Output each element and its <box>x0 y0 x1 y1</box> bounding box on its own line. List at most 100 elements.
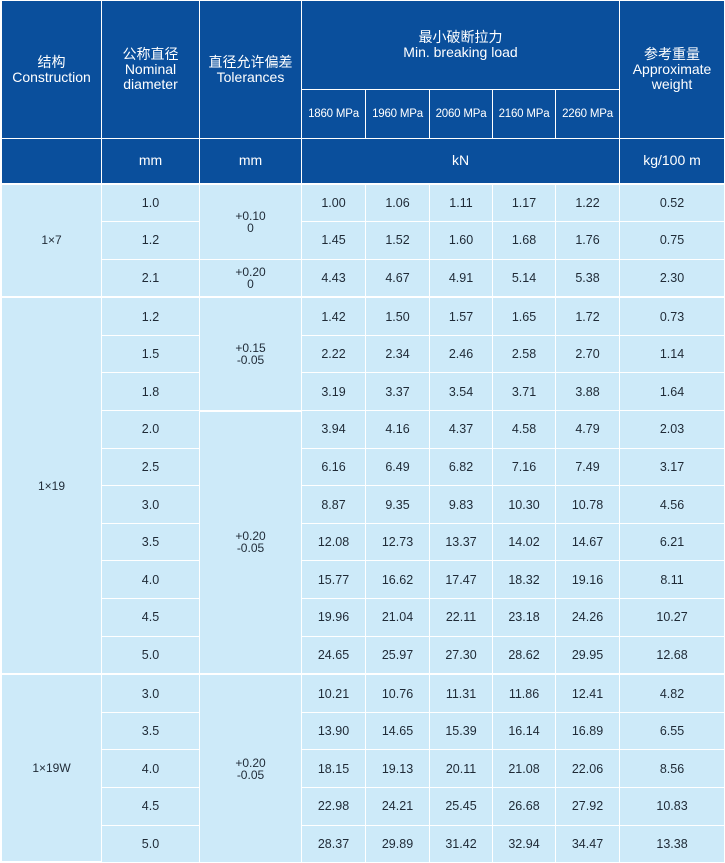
load-cell: 29.95 <box>554 635 621 675</box>
diameter-header: 公称直径 Nominal diameter <box>101 0 200 139</box>
weight-cell: 2.30 <box>619 258 725 298</box>
weight-cell: 6.21 <box>619 522 725 561</box>
table-row: 1.5 2.22 2.34 2.46 2.58 2.70 1.14 <box>2 334 725 373</box>
weight-cell: 0.73 <box>619 296 725 336</box>
tolerance-minus: -0.05 <box>236 352 265 367</box>
weight-cell: 12.68 <box>619 635 725 675</box>
load-cell: 19.16 <box>554 560 621 599</box>
construction-header-zh: 结构 <box>37 53 66 70</box>
breaking-load-header-zh: 最小破断拉力 <box>418 29 503 45</box>
load-cell: 25.45 <box>429 787 493 826</box>
construction-cell: 1×19W <box>1 673 102 863</box>
load-cell: 1.72 <box>554 296 621 336</box>
weight-cell: 6.55 <box>619 711 725 750</box>
load-cell: 1.00 <box>301 182 366 222</box>
table-row: 2.1 +0.20 0 4.43 4.67 4.91 5.14 5.38 2.3… <box>2 258 725 298</box>
load-cell: 3.88 <box>554 372 621 411</box>
diameter-cell: 1.2 <box>101 221 200 260</box>
load-cell: 2.22 <box>301 334 366 373</box>
diameter-header-en2: diameter <box>123 76 178 92</box>
load-cell: 27.30 <box>429 635 493 675</box>
weight-cell: 0.75 <box>619 221 725 260</box>
load-cell: 3.94 <box>301 410 366 449</box>
load-cell: 23.18 <box>492 598 556 637</box>
diameter-cell: 1.5 <box>101 334 200 373</box>
table-header: 结构 Construction 公称直径 Nominal diameter 直径… <box>1 0 725 184</box>
grade-header-2060: 2060 MPa <box>429 89 493 139</box>
load-cell: 10.21 <box>301 673 366 713</box>
load-cell: 14.67 <box>554 522 621 561</box>
grade-header-2260: 2260 MPa <box>554 89 621 139</box>
load-cell: 22.06 <box>554 749 621 788</box>
load-cell: 6.16 <box>301 447 366 486</box>
load-cell: 5.38 <box>554 258 621 298</box>
load-cell: 6.82 <box>429 447 493 486</box>
load-cell: 4.37 <box>429 410 493 449</box>
load-cell: 29.89 <box>365 824 430 863</box>
load-cell: 1.45 <box>301 221 366 260</box>
table-row: 5.0 24.65 25.97 27.30 28.62 29.95 12.68 <box>2 635 725 675</box>
diameter-header-en1: Nominal <box>124 61 177 77</box>
table-body: 1×7 1.0 +0.10 0 1.00 1.06 1.11 1.17 1.22… <box>1 182 725 863</box>
load-cell: 12.08 <box>301 522 366 561</box>
weight-header-zh: 参考重量 <box>644 46 701 62</box>
weight-cell: 10.27 <box>619 598 725 637</box>
diameter-cell: 3.0 <box>101 673 200 713</box>
table-row: 5.0 28.37 29.89 31.42 32.94 34.47 13.38 <box>2 824 725 863</box>
weight-header: 参考重量 Approximate weight <box>619 0 725 139</box>
tolerance-plus: +0.15 <box>235 340 266 355</box>
load-cell: 11.86 <box>492 673 556 713</box>
construction-cell: 1×19 <box>1 296 102 676</box>
load-cell: 3.54 <box>429 372 493 411</box>
table-row: 4.5 22.98 24.21 25.45 26.68 27.92 10.83 <box>2 787 725 826</box>
load-cell: 28.62 <box>492 635 556 675</box>
unit-construction-blank <box>1 138 102 184</box>
load-cell: 1.22 <box>554 182 621 222</box>
table-row: 3.5 12.08 12.73 13.37 14.02 14.67 6.21 <box>2 522 725 561</box>
tolerance-plus: +0.20 <box>235 529 266 544</box>
load-cell: 3.37 <box>365 372 430 411</box>
tolerance-cell: +0.15 -0.05 <box>199 296 302 411</box>
load-cell: 4.67 <box>365 258 430 298</box>
tolerance-minus: -0.05 <box>236 541 265 556</box>
load-cell: 1.17 <box>492 182 556 222</box>
tolerance-minus: -0.05 <box>236 767 265 782</box>
load-cell: 3.19 <box>301 372 366 411</box>
load-cell: 6.49 <box>365 447 430 486</box>
weight-cell: 8.56 <box>619 749 725 788</box>
load-cell: 16.62 <box>365 560 430 599</box>
table-row: 4.0 15.77 16.62 17.47 18.32 19.16 8.11 <box>2 560 725 599</box>
weight-cell: 4.56 <box>619 485 725 524</box>
load-cell: 13.37 <box>429 522 493 561</box>
load-cell: 21.04 <box>365 598 430 637</box>
tolerance-header-zh: 直径允许偏差 <box>208 53 293 70</box>
load-cell: 25.97 <box>365 635 430 675</box>
weight-cell: 8.11 <box>619 560 725 599</box>
diameter-cell: 3.0 <box>101 485 200 524</box>
diameter-cell: 1.0 <box>101 182 200 222</box>
load-cell: 1.42 <box>301 296 366 336</box>
load-cell: 24.26 <box>554 598 621 637</box>
diameter-cell: 1.2 <box>101 296 200 336</box>
load-cell: 14.65 <box>365 711 430 750</box>
table-row: 1×19 1.2 +0.15 -0.05 1.42 1.50 1.57 1.65… <box>1 296 725 676</box>
diameter-cell: 5.0 <box>101 635 200 675</box>
weight-cell: 1.14 <box>619 334 725 373</box>
load-cell: 27.92 <box>554 787 621 826</box>
load-cell: 26.68 <box>492 787 556 826</box>
table-row: 2.0 +0.20 -0.05 3.94 4.16 4.37 4.58 4.79… <box>2 409 725 675</box>
load-cell: 2.58 <box>492 334 556 373</box>
weight-cell: 0.52 <box>619 182 725 222</box>
diameter-cell: 4.5 <box>101 787 200 826</box>
load-cell: 10.78 <box>554 485 621 524</box>
diameter-cell: 2.0 <box>101 410 200 449</box>
diameter-cell: 1.8 <box>101 372 200 411</box>
table-row: 2.5 6.16 6.49 6.82 7.16 7.49 3.17 <box>2 447 725 486</box>
load-cell: 1.06 <box>365 182 430 222</box>
load-cell: 24.65 <box>301 635 366 675</box>
load-cell: 22.11 <box>429 598 493 637</box>
diameter-cell: 2.1 <box>101 258 200 298</box>
weight-cell: 1.64 <box>619 372 725 411</box>
diameter-cell: 4.0 <box>101 749 200 788</box>
table-row: 1×7 1.0 +0.10 0 1.00 1.06 1.11 1.17 1.22… <box>1 182 725 299</box>
